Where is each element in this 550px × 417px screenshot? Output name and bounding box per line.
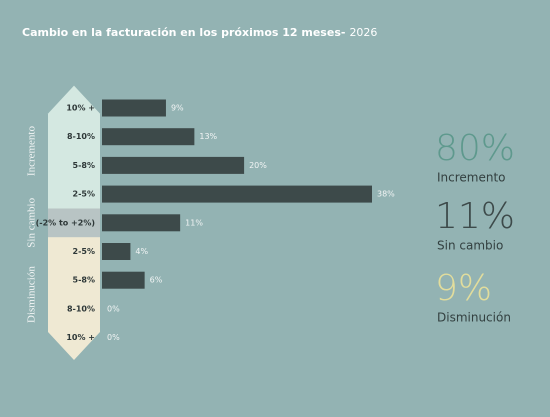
group-label: Sin cambio [26,197,38,247]
category-label: 5-8% [73,161,95,170]
value-label: 13% [199,132,217,141]
share-label: Incremento [437,171,506,185]
category-label: 5-8% [73,276,95,285]
bar [102,128,195,146]
value-label: 0% [107,304,120,313]
category-label: 2-5% [73,190,95,199]
share-label: Disminución [437,311,511,325]
title-text: Cambio en la facturación en los próximos… [22,26,345,39]
share-value: 80% [435,128,515,169]
bar [102,185,372,203]
value-label: 0% [107,333,120,342]
share-label: Sin cambio [437,239,503,253]
share-value: 11% [435,196,515,237]
category-label: 2-5% [73,247,95,256]
group-band [48,237,100,360]
category-label: 10% + [66,333,95,342]
value-label: 20% [249,161,267,170]
bar [102,271,145,289]
share-value: 9% [435,268,492,309]
group-band [48,208,100,238]
value-label: 11% [185,218,203,227]
value-label: 9% [171,104,184,113]
value-label: 38% [377,190,395,199]
bar [102,156,245,174]
category-label: 8-10% [67,304,95,313]
bar [102,99,166,117]
group-label: Disminución [26,266,38,323]
category-label: 10% + [66,104,95,113]
category-label: (-2% to +2%) [36,218,95,227]
value-label: 4% [135,247,148,256]
category-label: 8-10% [67,132,95,141]
bar [102,214,181,232]
subtitle: 2026 [349,26,377,39]
bar [102,243,131,260]
group-band [48,85,100,209]
value-label: 6% [150,276,163,285]
group-label: Incremento [26,126,38,177]
chart-title: Cambio en la facturación en los próximos… [22,26,377,39]
